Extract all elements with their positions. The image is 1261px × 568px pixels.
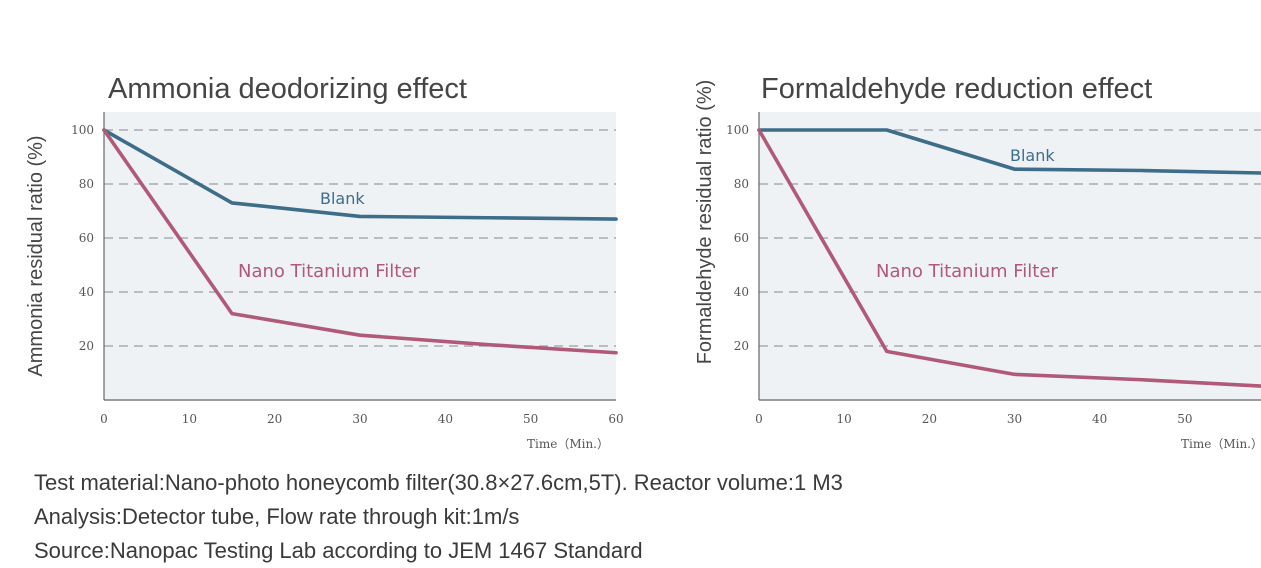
y-tick-label: 100 [726, 123, 749, 137]
plot-area [104, 112, 616, 400]
x-axis-label: Time（Min.） [527, 437, 609, 451]
series-line-blank [102, 128, 618, 221]
test-notes: Test material:Nano-photo honeycomb filte… [34, 466, 1234, 568]
x-tick-label: 40 [438, 412, 453, 426]
chart-2: 204060801000102030405060Time（Min.）Formal… [694, 73, 1261, 451]
y-tick-label: 40 [734, 285, 749, 299]
x-tick-label: 60 [608, 412, 623, 426]
y-tick-label: 20 [79, 339, 94, 353]
y-tick-label: 40 [79, 285, 94, 299]
y-tick-label: 100 [71, 123, 94, 137]
series-line-blank [757, 128, 1261, 175]
x-tick-label: 0 [755, 412, 763, 426]
series-line-nano-titanium-filter [102, 128, 618, 355]
plot-area [759, 112, 1261, 400]
test-material-note: Test material:Nano-photo honeycomb filte… [34, 470, 843, 495]
y-tick-label: 20 [734, 339, 749, 353]
series-label-nano-titanium-filter: Nano Titanium Filter [238, 261, 420, 282]
x-tick-label: 50 [523, 412, 538, 426]
x-tick-label: 10 [182, 412, 197, 426]
y-axis-label: Ammonia residual ratio (%) [25, 135, 47, 376]
x-axis-label: Time（Min.） [1181, 437, 1261, 451]
y-axis-label: Formaldehyde residual ratio (%) [694, 80, 716, 365]
y-tick-label: 80 [734, 177, 749, 191]
x-tick-label: 50 [1177, 412, 1192, 426]
x-tick-label: 30 [352, 412, 367, 426]
x-tick-label: 20 [922, 412, 937, 426]
x-tick-label: 40 [1092, 412, 1107, 426]
source-note: Source:Nanopac Testing Lab according to … [34, 538, 643, 563]
chart-title: Formaldehyde reduction effect [761, 73, 1152, 105]
y-tick-label: 60 [734, 231, 749, 245]
series-label-blank: Blank [320, 189, 365, 208]
chart-1: 20 40 60 80 100 0 10 20 30 40 50 60 Time（Min.） Ammoni… [25, 73, 624, 451]
x-tick-label: 20 [267, 412, 282, 426]
chart-title: Ammonia deodorizing effect [108, 73, 467, 105]
series-label-nano-titanium-filter: Nano Titanium Filter [876, 261, 1058, 282]
series-label-blank: Blank [1010, 146, 1055, 165]
y-tick-label: 80 [79, 177, 94, 191]
x-tick-label: 10 [837, 412, 852, 426]
analysis-note: Analysis:Detector tube, Flow rate throug… [34, 504, 520, 529]
x-tick-label: 0 [100, 412, 108, 426]
x-tick-label: 30 [1007, 412, 1022, 426]
y-tick-label: 60 [79, 231, 94, 245]
series-line-nano-titanium-filter [757, 128, 1261, 388]
